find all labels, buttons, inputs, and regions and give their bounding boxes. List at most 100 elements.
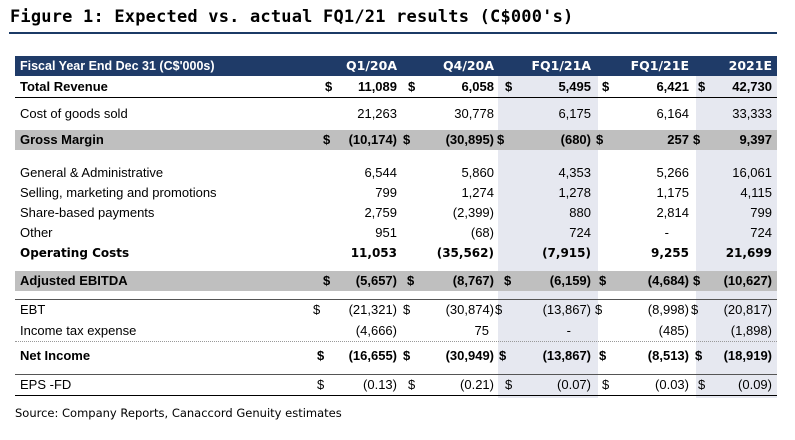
cell-value: (18,919)	[723, 348, 772, 363]
currency-sign: $	[408, 377, 416, 392]
row-label: Adjusted EBITDA	[20, 273, 128, 288]
cell-value: (0.03)	[655, 377, 689, 392]
row-label: Share-based payments	[20, 205, 155, 220]
cell-value: (0.09)	[738, 377, 772, 392]
cell-value: 75	[474, 323, 489, 338]
cell-value: 5,495	[558, 79, 591, 94]
source-note: Source: Company Reports, Canaccord Genui…	[15, 406, 342, 420]
cell-value: (13,867)	[542, 348, 591, 363]
cell-value: 6,544	[364, 165, 397, 180]
cell-value: 799	[375, 185, 397, 200]
currency-sign: $	[403, 348, 411, 363]
shade-2021e	[696, 76, 777, 398]
row-label: EPS -FD	[20, 377, 72, 392]
cell-value: (35,562)	[436, 246, 494, 260]
row-label: EBT	[20, 302, 46, 317]
cell-value: (30,949)	[445, 348, 494, 363]
cell-value: 6,164	[656, 106, 689, 121]
cell-value: (680)	[560, 132, 591, 147]
cell-value: 6,175	[558, 106, 591, 121]
row-label: Other	[20, 225, 53, 240]
cell-value: 799	[750, 205, 772, 220]
row-label: Income tax expense	[20, 323, 137, 338]
currency-sign: $	[695, 348, 703, 363]
cell-value: 21,699	[725, 246, 772, 260]
cell-value: (30,895)	[445, 132, 494, 147]
cell-value: (7,915)	[542, 246, 591, 260]
currency-sign: $	[602, 377, 610, 392]
cell-value: 33,333	[732, 106, 772, 121]
table-row: General & Administrative 6,544 5,860 4,3…	[15, 163, 777, 183]
cell-value: (21,321)	[348, 302, 397, 317]
cell-value: 2,814	[656, 205, 689, 220]
shade-fq121a	[498, 76, 598, 398]
currency-sign: $	[497, 132, 505, 147]
currency-sign: $	[325, 79, 333, 94]
table-row: Cost of goods sold 21,263 30,778 6,175 6…	[15, 104, 777, 124]
cell-value: 21,263	[357, 106, 397, 121]
cell-value: 1,175	[656, 185, 689, 200]
table-row: EBT $ (21,321) $ (30,874) $ (13,867) $ (…	[15, 299, 777, 320]
currency-sign: $	[313, 302, 321, 317]
title-rule	[9, 32, 777, 34]
currency-sign: $	[505, 377, 513, 392]
cell-value: 724	[750, 225, 772, 240]
cell-value: (30,874)	[445, 302, 494, 317]
table-row: Income tax expense (4,666) 75 - (485) (1…	[15, 321, 777, 342]
currency-sign: $	[317, 348, 325, 363]
cell-value: (2,399)	[452, 205, 494, 220]
table-row: Net Income $ (16,655) $ (30,949) $ (13,8…	[15, 346, 777, 366]
cell-value: 257	[667, 132, 689, 147]
currency-sign: $	[323, 132, 331, 147]
table-header: Fiscal Year End Dec 31 (C$'000s) Q1/20A …	[15, 56, 777, 76]
cell-value: (8,513)	[647, 348, 689, 363]
cell-value: 1,274	[461, 185, 494, 200]
row-label: Operating Costs	[20, 246, 130, 260]
row-label: General & Administrative	[20, 165, 164, 180]
table-row: Other 951 (68) 724 - 724	[15, 223, 777, 243]
cell-value: 6,421	[656, 79, 689, 94]
cell-value: 951	[375, 225, 397, 240]
table-row: EPS -FD $ (0.13) $ (0.21) $ (0.07) $ (0.…	[15, 374, 777, 396]
header-label: Fiscal Year End Dec 31 (C$'000s)	[20, 59, 215, 73]
cell-value: -	[566, 323, 571, 338]
cell-value: 880	[569, 205, 591, 220]
table-row: Adjusted EBITDA $ (5,657) $ (8,767) $ (6…	[15, 271, 777, 291]
currency-sign: $	[407, 273, 415, 288]
cell-value: (20,817)	[723, 302, 772, 317]
cell-value: 4,353	[558, 165, 591, 180]
cell-value: (485)	[658, 323, 689, 338]
currency-sign: $	[599, 348, 607, 363]
cell-value: (6,159)	[549, 273, 591, 288]
col-header: Q1/20A	[346, 58, 397, 73]
currency-sign: $	[403, 302, 411, 317]
currency-sign: $	[698, 79, 706, 94]
currency-sign: $	[599, 273, 607, 288]
currency-sign: $	[317, 377, 325, 392]
cell-value: -	[664, 225, 669, 240]
cell-value: (10,627)	[723, 273, 772, 288]
cell-value: (16,655)	[348, 348, 397, 363]
cell-value: (8,767)	[452, 273, 494, 288]
cell-value: 11,089	[357, 79, 397, 94]
currency-sign: $	[403, 132, 411, 147]
cell-value: (13,867)	[542, 302, 591, 317]
table-row: Operating Costs 11,053 (35,562) (7,915) …	[15, 243, 777, 263]
col-header: Q4/20A	[443, 58, 494, 73]
cell-value: 16,061	[732, 165, 772, 180]
cell-value: (5,657)	[355, 273, 397, 288]
currency-sign: $	[504, 273, 512, 288]
cell-value: 1,278	[558, 185, 591, 200]
currency-sign: $	[596, 132, 604, 147]
col-header: 2021E	[728, 58, 772, 73]
row-label: Gross Margin	[20, 132, 104, 147]
currency-sign: $	[408, 79, 416, 94]
currency-sign: $	[505, 79, 513, 94]
currency-sign: $	[595, 302, 603, 317]
currency-sign: $	[495, 302, 503, 317]
currency-sign: $	[693, 273, 701, 288]
currency-sign: $	[698, 377, 706, 392]
currency-sign: $	[691, 302, 699, 317]
cell-value: 42,730	[732, 79, 772, 94]
figure-title: Figure 1: Expected vs. actual FQ1/21 res…	[10, 7, 574, 27]
